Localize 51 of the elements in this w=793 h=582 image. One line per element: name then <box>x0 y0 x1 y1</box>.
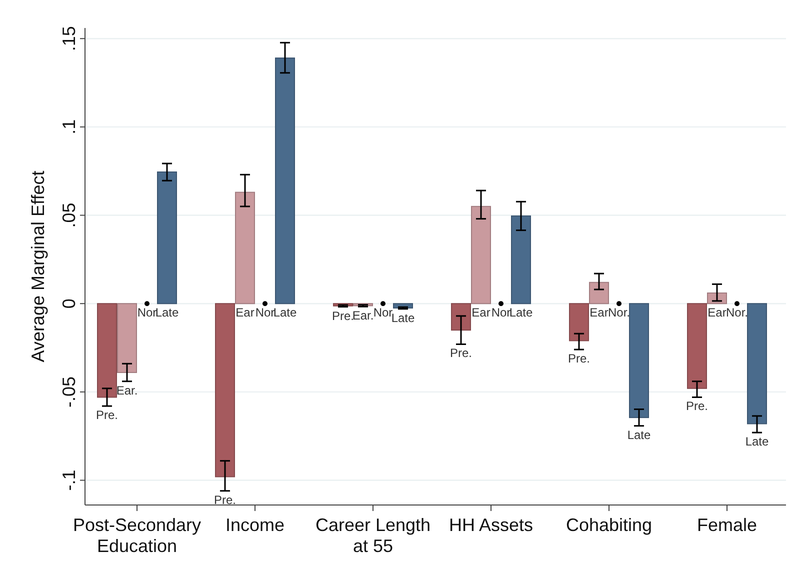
bar <box>629 303 649 418</box>
x-tick-label: Career Length at 55 <box>315 515 431 556</box>
data-label: Nor <box>255 306 275 320</box>
data-label: Ear. <box>116 383 138 398</box>
x-tick-label: HH Assets <box>448 515 534 535</box>
bar <box>275 58 295 304</box>
data-label: Nor <box>491 306 511 320</box>
y-axis-title: Average Marginal Effect <box>28 170 48 362</box>
bar <box>687 303 707 389</box>
bar <box>589 282 609 304</box>
data-label: Nor. <box>608 306 630 320</box>
data-label: Nor <box>137 306 157 320</box>
bar <box>569 303 589 342</box>
data-label: Ear <box>236 306 254 320</box>
data-label: Ear <box>708 306 726 320</box>
data-label: Late <box>155 306 179 320</box>
x-tick-label: Cohabiting <box>566 515 652 535</box>
data-label: Pre. <box>214 492 236 507</box>
data-label: Ear <box>472 306 490 320</box>
data-label: Nor. <box>726 306 748 320</box>
x-tick-label: Post-Secondary Education <box>72 515 202 556</box>
data-label: Pre. <box>450 346 472 360</box>
bar <box>451 303 471 331</box>
bar <box>157 171 177 304</box>
bar <box>215 303 235 478</box>
data-label: Pre. <box>568 352 590 366</box>
y-tick-label: .1 <box>59 119 79 134</box>
data-label: Ear <box>590 306 608 320</box>
data-label: Late <box>273 306 297 320</box>
y-tick-label: -.1 <box>59 470 79 491</box>
data-label: Late <box>745 434 769 449</box>
data-label: Ear. <box>352 308 374 323</box>
bar <box>511 215 531 304</box>
x-tick-label: Female <box>696 515 758 535</box>
data-label: Nor <box>373 306 393 320</box>
data-label: Pre. <box>332 308 354 323</box>
bar <box>117 303 137 373</box>
bar <box>747 303 767 424</box>
data-label: Pre. <box>96 408 118 422</box>
y-tick-label: 0 <box>59 298 79 309</box>
data-label: Late <box>509 306 533 320</box>
data-label: Late <box>391 310 415 325</box>
bar <box>97 303 117 398</box>
bar <box>471 206 491 304</box>
x-tick-label: Income <box>225 515 285 535</box>
y-tick-label: .05 <box>59 202 79 228</box>
data-label: Late <box>627 428 651 442</box>
y-tick-label: .15 <box>59 26 79 52</box>
bar <box>235 192 255 304</box>
data-label: Pre. <box>686 399 708 414</box>
y-tick-label: -.05 <box>59 376 79 408</box>
